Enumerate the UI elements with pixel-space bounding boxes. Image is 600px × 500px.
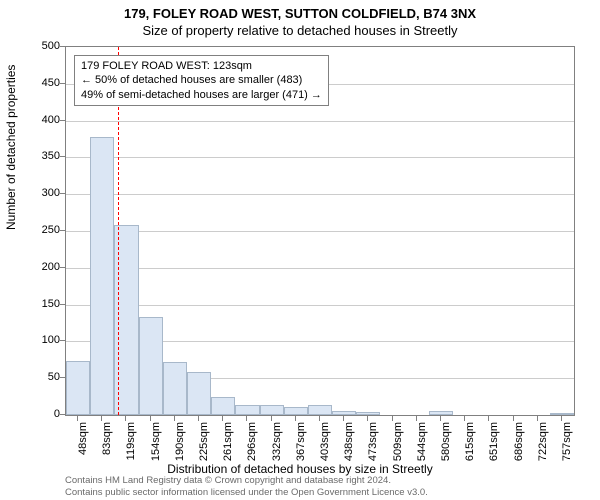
ytick-label: 300 <box>26 187 60 199</box>
histogram-bar <box>163 362 187 415</box>
xtick-mark <box>271 416 272 421</box>
ytick-mark <box>60 267 65 268</box>
xtick-label: 438sqm <box>343 422 355 472</box>
chart-title-description: Size of property relative to detached ho… <box>0 21 600 38</box>
xtick-label: 332sqm <box>271 422 283 472</box>
footer-attribution: Contains HM Land Registry data © Crown c… <box>65 475 428 498</box>
ytick-mark <box>60 340 65 341</box>
xtick-label: 473sqm <box>367 422 379 472</box>
annotation-line: ← 50% of detached houses are smaller (48… <box>81 73 322 87</box>
ytick-label: 500 <box>26 40 60 52</box>
histogram-bar <box>260 405 284 415</box>
xtick-mark <box>367 416 368 421</box>
xtick-mark <box>561 416 562 421</box>
xtick-label: 651sqm <box>488 422 500 472</box>
xtick-mark <box>125 416 126 421</box>
histogram-bar <box>429 411 453 415</box>
xtick-mark <box>464 416 465 421</box>
ytick-mark <box>60 414 65 415</box>
xtick-mark <box>488 416 489 421</box>
xtick-mark <box>101 416 102 421</box>
xtick-label: 722sqm <box>537 422 549 472</box>
xtick-label: 261sqm <box>222 422 234 472</box>
xtick-label: 686sqm <box>513 422 525 472</box>
xtick-mark <box>77 416 78 421</box>
xtick-label: 367sqm <box>295 422 307 472</box>
xtick-mark <box>416 416 417 421</box>
ytick-mark <box>60 120 65 121</box>
ytick-mark <box>60 156 65 157</box>
xtick-mark <box>537 416 538 421</box>
xtick-label: 119sqm <box>125 422 137 472</box>
histogram-bar <box>356 412 380 415</box>
histogram-bar <box>211 397 235 415</box>
histogram-bar <box>90 137 114 415</box>
histogram-bar <box>66 361 90 415</box>
xtick-label: 403sqm <box>319 422 331 472</box>
footer-line2: Contains public sector information licen… <box>65 487 428 498</box>
histogram-bar <box>139 317 163 415</box>
xtick-mark <box>246 416 247 421</box>
xtick-mark <box>174 416 175 421</box>
xtick-mark <box>319 416 320 421</box>
xtick-mark <box>150 416 151 421</box>
ytick-label: 150 <box>26 298 60 310</box>
ytick-mark <box>60 304 65 305</box>
ytick-mark <box>60 230 65 231</box>
xtick-label: 296sqm <box>246 422 258 472</box>
ytick-mark <box>60 193 65 194</box>
xtick-label: 83sqm <box>101 422 113 472</box>
xtick-mark <box>343 416 344 421</box>
ytick-mark <box>60 377 65 378</box>
xtick-mark <box>222 416 223 421</box>
xtick-label: 190sqm <box>174 422 186 472</box>
ytick-label: 200 <box>26 261 60 273</box>
annotation-box: 179 FOLEY ROAD WEST: 123sqm← 50% of deta… <box>74 55 329 106</box>
ytick-label: 250 <box>26 224 60 236</box>
ytick-label: 350 <box>26 150 60 162</box>
ytick-label: 50 <box>26 371 60 383</box>
annotation-line: 49% of semi-detached houses are larger (… <box>81 88 322 102</box>
annotation-line: 179 FOLEY ROAD WEST: 123sqm <box>81 59 322 73</box>
chart-container: 179, FOLEY ROAD WEST, SUTTON COLDFIELD, … <box>0 0 600 500</box>
ytick-label: 450 <box>26 77 60 89</box>
xtick-mark <box>198 416 199 421</box>
xtick-mark <box>392 416 393 421</box>
ytick-mark <box>60 83 65 84</box>
xtick-label: 580sqm <box>440 422 452 472</box>
histogram-bar <box>308 405 332 415</box>
histogram-bar <box>284 407 308 415</box>
xtick-label: 544sqm <box>416 422 428 472</box>
xtick-label: 154sqm <box>150 422 162 472</box>
xtick-label: 48sqm <box>77 422 89 472</box>
xtick-mark <box>513 416 514 421</box>
y-axis-label: Number of detached properties <box>4 65 18 230</box>
xtick-label: 509sqm <box>392 422 404 472</box>
xtick-label: 757sqm <box>561 422 573 472</box>
plot-area: 179 FOLEY ROAD WEST: 123sqm← 50% of deta… <box>65 46 575 416</box>
ytick-label: 100 <box>26 334 60 346</box>
ytick-label: 0 <box>26 408 60 420</box>
xtick-mark <box>440 416 441 421</box>
chart-title-address: 179, FOLEY ROAD WEST, SUTTON COLDFIELD, … <box>0 0 600 21</box>
histogram-bar <box>550 413 574 415</box>
histogram-bar <box>332 411 356 415</box>
xtick-mark <box>295 416 296 421</box>
xtick-label: 225sqm <box>198 422 210 472</box>
ytick-label: 400 <box>26 114 60 126</box>
footer-line1: Contains HM Land Registry data © Crown c… <box>65 475 428 486</box>
histogram-bar <box>235 405 259 415</box>
xtick-label: 615sqm <box>464 422 476 472</box>
histogram-bar <box>187 372 211 415</box>
ytick-mark <box>60 46 65 47</box>
